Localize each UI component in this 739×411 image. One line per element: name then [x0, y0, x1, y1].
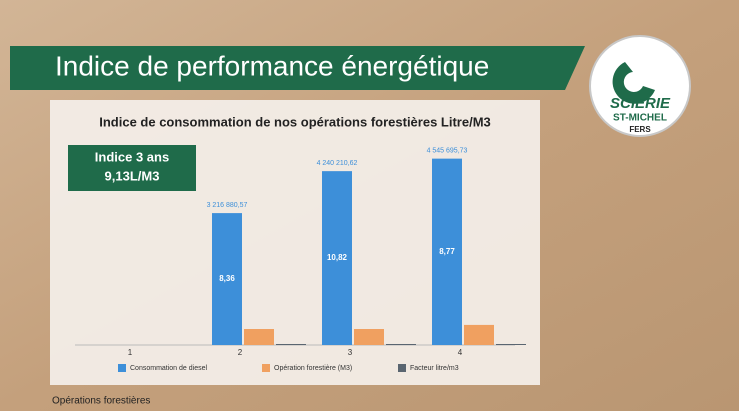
page-title: Indice de performance énergétique: [55, 50, 489, 81]
legend-label: Opération forestière (M3): [274, 365, 352, 372]
logo-subname: ST-MICHEL: [613, 113, 667, 124]
x-tick-label: 2: [238, 348, 243, 357]
bar: [354, 329, 384, 345]
bar: [276, 344, 306, 345]
page: Indice de performance énergétique SCIERI…: [0, 0, 739, 411]
legend-swatch: [398, 364, 406, 372]
value-label: 4 545 695,73: [427, 147, 468, 154]
bar: [464, 325, 494, 345]
bar: [496, 344, 526, 345]
value-label: 4 240 210,62: [317, 160, 358, 167]
value-label: 8,77: [439, 247, 455, 256]
chart-title: Indice de consommation de nos opérations…: [99, 114, 491, 129]
value-label: 3 216 880,57: [207, 202, 248, 209]
x-tick-label: 1: [128, 348, 133, 357]
x-tick-label: 4: [458, 348, 463, 357]
value-label: 8,36: [219, 274, 235, 283]
legend-label: Facteur litre/m3: [410, 365, 459, 372]
legend-swatch: [118, 364, 126, 372]
value-label: 10,82: [327, 253, 348, 262]
bar: [244, 329, 274, 345]
legend-label: Consommation de diesel: [130, 365, 207, 372]
badge-line: 9,13L/M3: [105, 168, 160, 183]
footer-caption: Opérations forestières: [52, 396, 150, 407]
logo-group: FERS: [629, 125, 651, 134]
x-tick-label: 3: [348, 348, 353, 357]
bar: [386, 344, 416, 345]
logo-name: SCIERIE: [610, 95, 671, 112]
legend-swatch: [262, 364, 270, 372]
badge-line: Indice 3 ans: [95, 149, 169, 164]
slide: Indice de performance énergétique SCIERI…: [0, 0, 739, 411]
